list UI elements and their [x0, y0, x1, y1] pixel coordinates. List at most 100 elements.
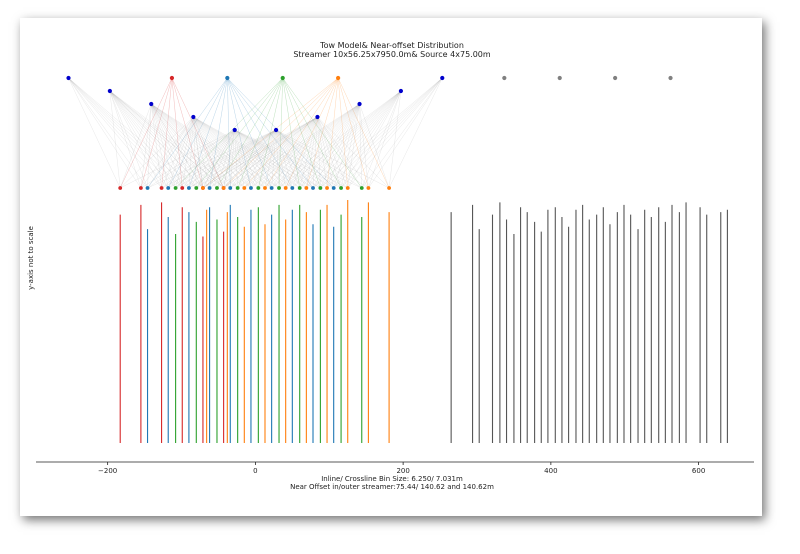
streamer-link-line — [188, 116, 194, 189]
source-link-line — [209, 77, 228, 189]
streamer-link-line — [347, 90, 402, 189]
source-link-line — [223, 77, 339, 189]
midpoint-dot — [263, 186, 267, 190]
streamer-link-line — [223, 116, 318, 189]
streamer-link-line — [326, 77, 443, 189]
streamer-link-line — [271, 103, 360, 189]
streamer-link-line — [120, 116, 194, 189]
streamer-link-line — [193, 116, 204, 189]
streamer-link-line — [275, 129, 280, 189]
midpoint-dot — [242, 186, 247, 190]
x-tick-label: −200 — [98, 467, 117, 475]
midpoint-dot — [221, 186, 226, 190]
streamer-link-line — [223, 129, 235, 189]
x-axis-ticks: −200 0 200 400 600 — [98, 462, 705, 475]
streamer-link-line — [271, 116, 318, 189]
streamer-link-line — [151, 103, 245, 189]
x-axis-label-line2: Near Offset in/outer streamer:75.44/ 140… — [290, 483, 494, 491]
streamer-link-line — [285, 90, 402, 189]
midpoint-dot — [359, 186, 364, 190]
streamer-link-line — [317, 116, 334, 189]
source-link-line — [227, 77, 334, 189]
streamer-link-line — [320, 77, 443, 189]
y-axis-label: y-axis not to scale — [27, 226, 35, 290]
streamer-link-line — [368, 90, 402, 189]
streamer-link-line — [237, 103, 360, 189]
source-link-line — [168, 77, 228, 189]
source-link-line — [188, 77, 228, 189]
midpoint-dot — [138, 186, 143, 190]
streamer-link-line — [193, 116, 259, 189]
streamer-link-line — [109, 90, 142, 189]
streamer-link-line — [109, 90, 169, 189]
streamer-link-line — [292, 116, 318, 189]
streamer-link-line — [292, 103, 360, 189]
x-axis-label-line1: Inline/ Crossline Bin Size: 6.250/ 7.031… — [321, 475, 463, 483]
streamer-link-line — [275, 129, 348, 189]
streamer-link-line — [151, 103, 218, 189]
streamer-link-line — [193, 116, 197, 189]
streamer-link-line — [151, 103, 210, 189]
source-link-line — [227, 77, 272, 189]
streamer-link-line — [312, 90, 402, 189]
streamer-link-line — [161, 129, 235, 189]
midpoint-dot — [228, 186, 233, 190]
streamer-link-line — [317, 116, 362, 189]
streamer-link-line — [168, 129, 277, 189]
source-link-line — [202, 77, 339, 189]
streamer-front-dot — [232, 127, 237, 133]
midpoint-dot — [387, 186, 391, 190]
midpoint-dot — [194, 186, 199, 190]
streamer-link-line — [230, 129, 277, 189]
chart-subtitle: Streamer 10x56.25x7950.0m& Source 4x75.0… — [293, 50, 491, 59]
streamer-link-line — [193, 116, 286, 189]
source-dot — [225, 75, 230, 81]
streamer-link-line — [234, 129, 321, 189]
streamer-link-line — [109, 90, 224, 189]
streamer-link-line — [193, 116, 300, 189]
streamer-link-line — [234, 129, 314, 189]
streamer-link-line — [140, 116, 194, 189]
streamer-link-line — [193, 116, 293, 189]
streamer-link-line — [333, 90, 402, 189]
source-link-line — [282, 77, 300, 189]
streamer-link-line — [230, 103, 360, 189]
streamer-link-line — [109, 90, 148, 189]
midpoint-dot — [145, 186, 150, 190]
streamer-link-line — [168, 116, 194, 189]
gray-top-dot — [668, 75, 673, 81]
streamer-link-line — [359, 103, 362, 189]
streamer-link-line — [216, 129, 235, 189]
streamer-link-line — [275, 129, 307, 189]
streamer-link-line — [234, 129, 307, 189]
streamer-link-line — [234, 129, 280, 189]
midpoint-dot — [339, 186, 343, 190]
streamer-link-line — [312, 116, 318, 189]
streamer-link-line — [193, 116, 314, 189]
source-link-line — [244, 77, 339, 189]
streamer-link-line — [193, 116, 238, 189]
midpoint-dot — [187, 186, 191, 190]
streamer-link-line — [340, 103, 360, 189]
streamer-link-line — [250, 116, 318, 189]
source-link-line — [120, 77, 173, 189]
streamer-link-line — [347, 103, 360, 189]
streamer-link-line — [193, 116, 321, 189]
streamer-link-line — [109, 90, 238, 189]
streamer-front-dot — [440, 75, 445, 81]
streamer-link-line — [234, 129, 293, 189]
streamer-link-line — [264, 129, 277, 189]
streamer-link-line — [359, 103, 369, 189]
streamer-link-line — [151, 103, 238, 189]
streamer-link-line — [230, 129, 235, 189]
streamer-link-line — [68, 77, 142, 189]
streamer-link-line — [223, 129, 277, 189]
source-link-line — [175, 77, 283, 189]
streamer-link-line — [234, 129, 362, 189]
streamer-link-line — [175, 129, 235, 189]
streamer-link-line — [151, 103, 272, 189]
streamer-link-line — [193, 116, 307, 189]
streamer-link-line — [333, 77, 443, 189]
streamer-link-line — [306, 116, 318, 189]
streamer-link-line — [250, 129, 277, 189]
